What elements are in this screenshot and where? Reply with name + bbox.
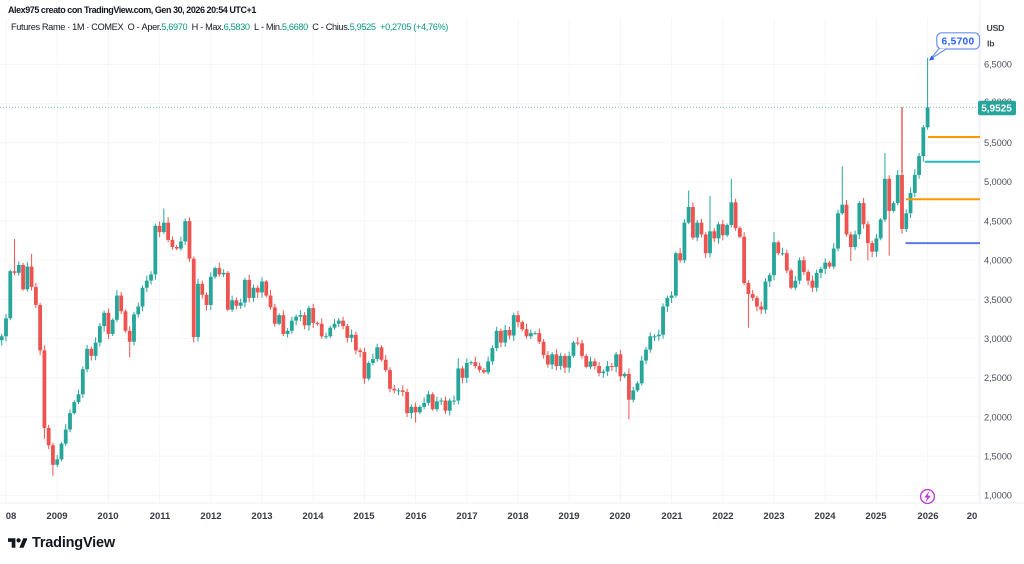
svg-text:2012: 2012 [200, 511, 221, 522]
svg-text:4,5000: 4,5000 [984, 216, 1012, 226]
svg-text:5,0000: 5,0000 [984, 177, 1012, 187]
svg-text:6,5700: 6,5700 [942, 36, 975, 47]
svg-text:1,0000: 1,0000 [984, 491, 1012, 501]
svg-text:3,5000: 3,5000 [984, 295, 1012, 305]
svg-text:2010: 2010 [97, 511, 118, 522]
svg-text:2022: 2022 [712, 511, 733, 522]
svg-text:2018: 2018 [507, 511, 528, 522]
svg-text:2020: 2020 [609, 511, 630, 522]
svg-text:2017: 2017 [456, 511, 477, 522]
svg-text:20: 20 [967, 511, 978, 522]
svg-text:1,5000: 1,5000 [984, 452, 1012, 462]
svg-text:2014: 2014 [302, 511, 324, 522]
svg-text:2015: 2015 [353, 511, 375, 522]
svg-text:2021: 2021 [661, 511, 683, 522]
svg-text:2016: 2016 [405, 511, 426, 522]
svg-text:2025: 2025 [865, 511, 887, 522]
svg-text:2013: 2013 [251, 511, 272, 522]
svg-text:6,5000: 6,5000 [984, 60, 1012, 70]
svg-text:4,0000: 4,0000 [984, 256, 1012, 266]
svg-text:2011: 2011 [150, 511, 171, 522]
svg-text:2023: 2023 [763, 511, 784, 522]
svg-text:08: 08 [6, 511, 17, 522]
svg-text:5,5000: 5,5000 [984, 138, 1012, 148]
svg-text:5,9525: 5,9525 [981, 104, 1012, 115]
svg-text:2009: 2009 [46, 511, 67, 522]
svg-text:2,5000: 2,5000 [984, 373, 1012, 383]
svg-text:3,0000: 3,0000 [984, 334, 1012, 344]
svg-text:2026: 2026 [917, 511, 938, 522]
svg-text:lb: lb [987, 39, 994, 49]
svg-text:2024: 2024 [814, 511, 836, 522]
svg-text:2,0000: 2,0000 [984, 412, 1012, 422]
svg-text:USD: USD [987, 23, 1005, 33]
svg-text:2019: 2019 [558, 511, 579, 522]
